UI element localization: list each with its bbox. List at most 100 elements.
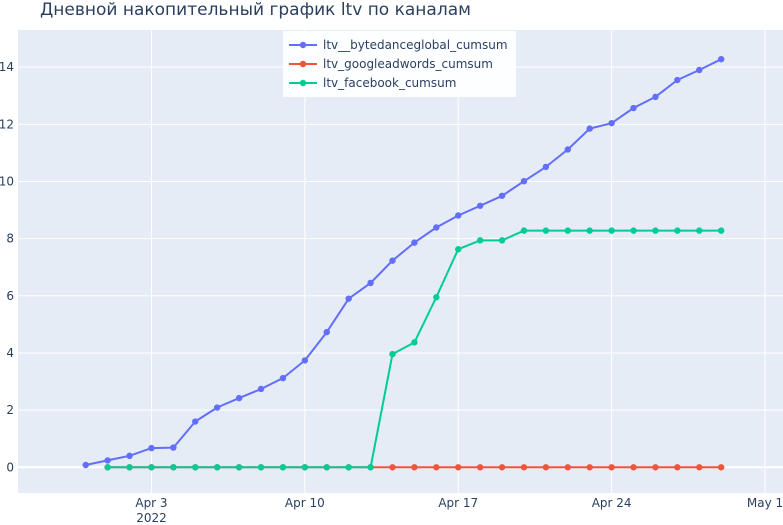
data-point[interactable] (564, 146, 571, 153)
y-tick-label: 4 (6, 346, 14, 360)
data-point[interactable] (345, 295, 352, 302)
data-point[interactable] (411, 239, 418, 246)
data-point[interactable] (257, 385, 265, 393)
data-point[interactable] (104, 457, 111, 464)
data-point[interactable] (170, 464, 177, 471)
data-point[interactable] (674, 76, 681, 84)
data-point[interactable] (696, 66, 703, 74)
data-point[interactable] (367, 279, 374, 287)
data-point[interactable] (586, 464, 593, 471)
data-point[interactable] (498, 192, 506, 199)
data-point[interactable] (520, 227, 528, 234)
legend-box (283, 31, 516, 97)
data-point[interactable] (455, 464, 462, 471)
data-point[interactable] (323, 464, 330, 471)
data-point[interactable] (411, 339, 418, 346)
data-point[interactable] (433, 294, 440, 301)
data-point[interactable] (520, 464, 528, 471)
chart-title: Дневной накопительный график ltv по кана… (40, 0, 471, 20)
data-point[interactable] (126, 464, 133, 471)
data-point[interactable] (170, 444, 177, 451)
y-tick-label: 6 (6, 289, 14, 303)
plot-background (18, 30, 783, 493)
data-point[interactable] (542, 163, 550, 171)
data-point[interactable] (257, 464, 265, 471)
data-point[interactable] (630, 464, 637, 471)
data-point[interactable] (476, 202, 484, 209)
legend-swatch-marker (299, 79, 307, 87)
data-point[interactable] (279, 464, 287, 471)
data-point[interactable] (564, 227, 571, 234)
data-point[interactable] (104, 464, 111, 471)
data-point[interactable] (520, 177, 528, 185)
data-point[interactable] (235, 464, 243, 471)
data-point[interactable] (674, 464, 681, 471)
data-point[interactable] (652, 464, 659, 471)
data-point[interactable] (717, 227, 725, 234)
data-point[interactable] (498, 464, 506, 471)
data-point[interactable] (696, 464, 703, 471)
data-point[interactable] (214, 464, 221, 471)
data-point[interactable] (279, 374, 287, 382)
data-point[interactable] (586, 125, 593, 132)
data-point[interactable] (126, 452, 133, 460)
y-axis-ticks: 0 2 4 6 8 10 12 14 (0, 60, 14, 474)
data-point[interactable] (148, 444, 155, 452)
legend-entry-label[interactable]: ltv_googleadwords_cumsum (323, 57, 493, 71)
data-point[interactable] (608, 119, 615, 127)
y-tick-label: 12 (0, 117, 14, 131)
data-point[interactable] (235, 394, 243, 402)
y-tick-label: 14 (0, 60, 14, 74)
data-point[interactable] (367, 464, 374, 471)
data-point[interactable] (148, 464, 155, 471)
data-point[interactable] (652, 227, 659, 234)
data-point[interactable] (323, 328, 330, 336)
data-point[interactable] (564, 464, 571, 471)
legend[interactable]: ltv__bytedanceglobal_cumsum ltv_googleadw… (283, 31, 516, 97)
y-tick-label: 2 (6, 403, 14, 417)
legend-entry-label[interactable]: ltv_facebook_cumsum (323, 76, 456, 90)
x-tick-label: May 1 (747, 496, 783, 510)
data-point[interactable] (674, 227, 681, 234)
data-point[interactable] (608, 464, 615, 471)
data-point[interactable] (476, 237, 484, 244)
data-point[interactable] (542, 227, 550, 234)
data-point[interactable] (586, 227, 593, 234)
series-line-1 (85, 58, 722, 466)
y-tick-label: 0 (6, 460, 14, 474)
data-point[interactable] (433, 224, 440, 231)
data-point[interactable] (717, 464, 725, 471)
x-tick-label: Apr 10 (285, 496, 325, 510)
data-point[interactable] (301, 464, 309, 471)
data-point[interactable] (411, 464, 418, 471)
data-point[interactable] (301, 357, 309, 364)
data-point[interactable] (630, 227, 637, 234)
y-tick-label: 8 (6, 232, 14, 246)
x-tick-label: Apr 17 (438, 496, 478, 510)
data-point[interactable] (630, 104, 637, 112)
data-point[interactable] (433, 464, 440, 471)
data-point[interactable] (455, 246, 462, 253)
data-point[interactable] (389, 464, 396, 471)
x-tick-label: Apr 3 (135, 496, 167, 510)
x-tick-label: Apr 24 (592, 496, 632, 510)
data-point[interactable] (717, 55, 725, 63)
data-point[interactable] (476, 464, 484, 471)
data-point[interactable] (608, 227, 615, 234)
data-point[interactable] (542, 464, 550, 471)
data-point[interactable] (389, 257, 396, 264)
y-tick-label: 10 (0, 174, 14, 188)
data-point[interactable] (696, 227, 703, 234)
data-point[interactable] (192, 464, 199, 471)
legend-entry-label[interactable]: ltv__bytedanceglobal_cumsum (323, 38, 508, 52)
data-point[interactable] (498, 237, 506, 244)
data-point[interactable] (82, 461, 89, 469)
data-point[interactable] (389, 350, 396, 358)
data-point[interactable] (214, 404, 221, 411)
data-point[interactable] (192, 418, 199, 425)
data-point[interactable] (455, 212, 462, 219)
data-point[interactable] (345, 464, 352, 471)
data-point[interactable] (652, 93, 659, 101)
